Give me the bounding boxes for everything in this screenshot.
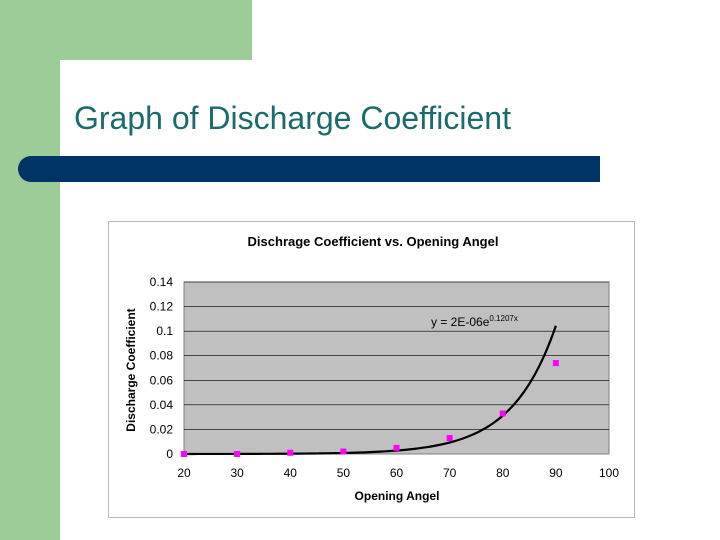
y-tick-label: 0.06 [150,373,174,387]
x-tick-label: 50 [337,466,351,480]
x-tick-label: 20 [177,466,191,480]
x-tick-label: 30 [230,466,244,480]
data-point [287,449,294,456]
chart-frame: Dischrage Coefficient vs. Opening Angel … [108,221,635,518]
top-band [60,0,252,60]
trendline [184,325,557,456]
x-tick-label: 100 [599,466,619,480]
x-axis-label: Opening Angel [355,489,440,503]
trendline-equation: y = 2E-06e0.1207x [431,314,518,329]
data-point [340,448,347,455]
y-tick-label: 0.12 [150,300,174,314]
x-tick-label: 80 [496,466,510,480]
x-tick-label: 90 [549,466,563,480]
data-point [181,451,187,457]
chart: Dischrage Coefficient vs. Opening Angel … [124,234,619,503]
title-underline-bar [18,156,600,182]
data-point [393,444,400,451]
side-band [0,0,60,540]
y-tick-label: 0.1 [156,324,173,338]
grid-lines [184,281,609,430]
y-tick-labels: 0 0.02 0.04 0.06 0.08 0.1 0.12 0.14 [150,275,174,461]
y-axis-label: Discharge Coefficient [124,308,138,431]
y-tick-label: 0.14 [150,275,174,289]
y-tick-label: 0.08 [150,349,174,363]
slide-title: Graph of Discharge Coefficient [74,100,511,136]
x-tick-label: 60 [390,466,404,480]
chart-title: Dischrage Coefficient vs. Opening Angel [248,234,499,249]
data-point [499,410,506,417]
data-point [234,451,241,457]
data-point [446,435,453,442]
data-point [552,360,559,367]
y-tick-label: 0.04 [150,398,174,412]
x-tick-labels: 20 30 40 50 60 70 80 90 100 [177,466,619,480]
x-tick-label: 70 [443,466,457,480]
y-tick-label: 0 [166,447,173,461]
x-tick-label: 40 [284,466,298,480]
corner-curve [60,60,100,100]
plot-area [183,281,610,455]
y-tick-label: 0.02 [150,422,174,436]
data-points [181,360,559,457]
